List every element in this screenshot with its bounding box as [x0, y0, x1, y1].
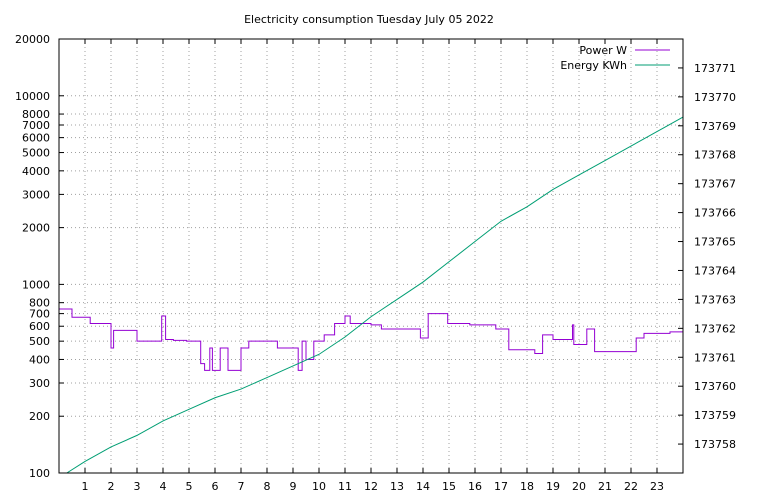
y-tick-label: 400 [29, 353, 50, 366]
y-tick-label: 800 [29, 297, 50, 310]
chart-title: Electricity consumption Tuesday July 05 … [244, 13, 494, 26]
legend-label-power-w: Power W [579, 44, 627, 57]
y2-tick-label: 173771 [694, 62, 736, 75]
y-tick-label: 500 [29, 335, 50, 348]
x-tick-label: 12 [364, 480, 378, 493]
series-layer [59, 116, 684, 474]
x-tick-label: 11 [338, 480, 352, 493]
x-tick-label: 5 [186, 480, 193, 493]
y-tick-label: 700 [29, 308, 50, 321]
y2-tick-label: 173764 [694, 264, 736, 277]
x-tick-label: 13 [390, 480, 404, 493]
x-tick-label: 23 [650, 480, 664, 493]
y-tick-label: 600 [29, 320, 50, 333]
y-tick-label: 2000 [22, 222, 50, 235]
x-tick-label: 17 [494, 480, 508, 493]
x-tick-label: 20 [572, 480, 586, 493]
y2-tick-label: 173770 [694, 91, 736, 104]
y-tick-label: 1000 [22, 278, 50, 291]
x-tick-label: 4 [160, 480, 167, 493]
legend: Power W Energy KWh [560, 44, 670, 72]
x-tick-label: 1 [82, 480, 89, 493]
y2-tick-label: 173766 [694, 207, 736, 220]
y-tick-label: 3000 [22, 188, 50, 201]
x-tick-label: 21 [598, 480, 612, 493]
y-tick-label: 300 [29, 377, 50, 390]
tick-layer: 1 2 3 4 5 6 7 8 9 10 11 12 13 14 15 16 17 18 19 20 21 22 23100… [15, 33, 736, 493]
x-tick-label: 2 [108, 480, 115, 493]
y-tick-label: 10000 [15, 90, 50, 103]
grid-layer [59, 39, 683, 473]
y2-tick-label: 173765 [694, 236, 736, 249]
legend-label-energy-kwh: Energy KWh [560, 59, 627, 72]
y2-tick-label: 173761 [694, 351, 736, 364]
y-tick-label: 200 [29, 410, 50, 423]
y2-tick-label: 173768 [694, 149, 736, 162]
x-tick-label: 14 [416, 480, 430, 493]
y2-tick-label: 173759 [694, 409, 736, 422]
series-line-energy-kwh [66, 116, 684, 474]
y2-tick-label: 173760 [694, 380, 736, 393]
y-tick-label: 7000 [22, 119, 50, 132]
y2-tick-label: 173762 [694, 322, 736, 335]
y2-tick-label: 173763 [694, 293, 736, 306]
y-tick-label: 100 [29, 467, 50, 480]
x-tick-label: 16 [468, 480, 482, 493]
y-tick-label: 8000 [22, 108, 50, 121]
x-tick-label: 9 [290, 480, 297, 493]
y-tick-label: 6000 [22, 132, 50, 145]
x-tick-label: 6 [212, 480, 219, 493]
x-tick-label: 18 [520, 480, 534, 493]
x-tick-label: 15 [442, 480, 456, 493]
y2-tick-label: 173769 [694, 120, 736, 133]
x-tick-label: 8 [264, 480, 271, 493]
y2-tick-label: 173767 [694, 178, 736, 191]
x-tick-label: 3 [134, 480, 141, 493]
y-tick-label: 4000 [22, 165, 50, 178]
x-tick-label: 19 [546, 480, 560, 493]
series-line-power-w [59, 308, 684, 371]
x-tick-label: 22 [624, 480, 638, 493]
x-tick-label: 10 [312, 480, 326, 493]
x-tick-label: 7 [238, 480, 245, 493]
y-tick-label: 5000 [22, 147, 50, 160]
y2-tick-label: 173758 [694, 438, 736, 451]
y-tick-label: 20000 [15, 33, 50, 46]
